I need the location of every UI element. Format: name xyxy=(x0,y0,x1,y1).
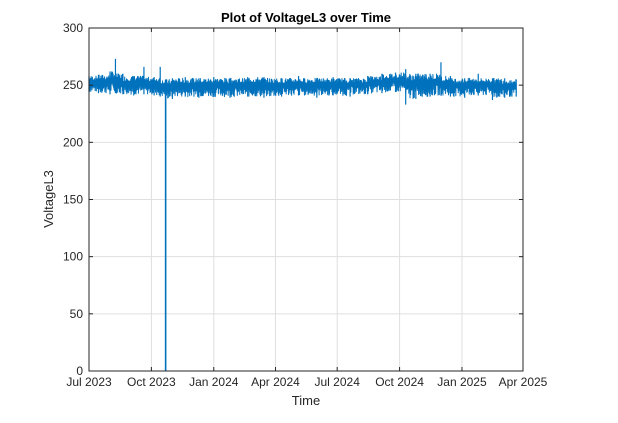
tick-group: 0 50 100 150 200 250 300 Jul 2023 Oct 2023 Jan 20… xyxy=(63,21,548,389)
x-tick-label: Oct 2023 xyxy=(127,375,176,389)
x-tick-label: Jul 2024 xyxy=(315,375,361,389)
x-tick-label: Apr 2024 xyxy=(251,375,300,389)
x-tick-label: Oct 2024 xyxy=(375,375,424,389)
y-tick-label: 150 xyxy=(63,193,83,207)
y-tick-label: 100 xyxy=(63,250,83,264)
x-tick-label: Jul 2023 xyxy=(66,375,112,389)
y-tick-label: 300 xyxy=(63,21,83,35)
x-tick-label: Jan 2025 xyxy=(437,375,487,389)
x-tick-label: Jan 2024 xyxy=(189,375,239,389)
y-tick-label: 250 xyxy=(63,78,83,92)
chart-title: Plot of VoltageL3 over Time xyxy=(221,10,391,25)
y-tick-label: 50 xyxy=(70,307,84,321)
x-tick-label: Apr 2025 xyxy=(499,375,548,389)
x-axis-title: Time xyxy=(292,393,320,408)
y-axis-title: VoltageL3 xyxy=(41,170,56,228)
y-tick-label: 0 xyxy=(76,364,83,378)
y-tick-label: 200 xyxy=(63,135,83,149)
